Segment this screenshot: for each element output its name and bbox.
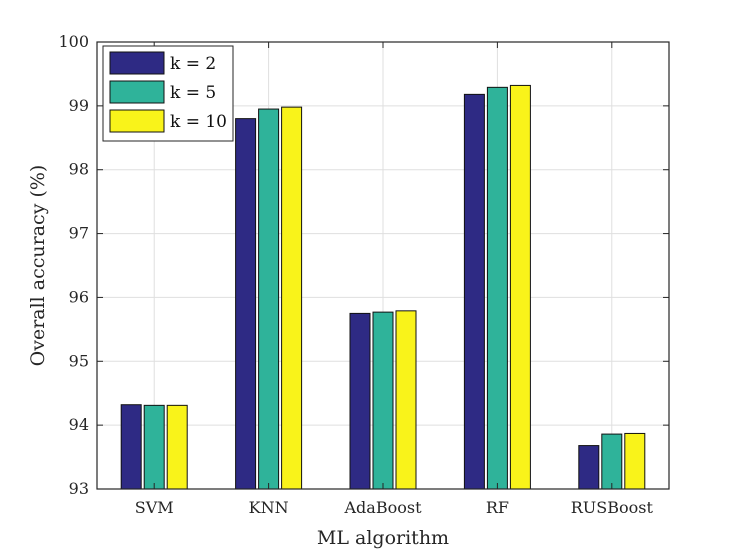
legend: k = 2 k = 5 k = 10	[102, 45, 234, 142]
y-tick-label: 100	[58, 32, 89, 51]
bar	[120, 404, 142, 490]
x-tick-label: KNN	[249, 498, 289, 517]
bar	[578, 445, 600, 490]
bar	[395, 310, 417, 490]
bar	[624, 432, 646, 490]
x-axis-title: ML algorithm	[317, 527, 449, 549]
bar	[235, 118, 257, 490]
bar	[463, 93, 485, 490]
legend-label: k = 10	[170, 112, 227, 132]
legend-swatch	[109, 51, 165, 75]
y-tick-label: 94	[69, 415, 89, 434]
y-tick-label: 99	[69, 96, 89, 115]
legend-swatch	[109, 80, 165, 104]
bar	[601, 433, 623, 490]
x-tick-label: RUSBoost	[571, 498, 654, 517]
y-tick-label: 97	[69, 224, 89, 243]
y-tick-label: 98	[69, 160, 89, 179]
y-tick-label: 93	[69, 479, 89, 498]
bar	[258, 108, 280, 490]
y-tick-label: 95	[69, 351, 89, 370]
y-tick-label: 96	[69, 287, 89, 306]
x-tick-label: SVM	[135, 498, 174, 517]
x-tick-label: RF	[486, 498, 509, 517]
legend-label: k = 5	[170, 83, 216, 103]
bar	[349, 312, 371, 490]
x-tick-label: AdaBoost	[344, 498, 423, 517]
bar	[372, 311, 394, 490]
bar	[143, 404, 165, 490]
bar	[166, 404, 188, 490]
y-axis-title: Overall accuracy (%)	[27, 165, 49, 367]
bar	[281, 106, 303, 490]
bar	[509, 84, 531, 490]
axis-ticks: 93 94 95 96 97 98 99 100 SVM KNN AdaBoost RF RUSBoos…	[58, 32, 669, 517]
bar	[486, 86, 508, 490]
legend-swatch	[109, 109, 165, 133]
legend-label: k = 2	[170, 54, 216, 74]
